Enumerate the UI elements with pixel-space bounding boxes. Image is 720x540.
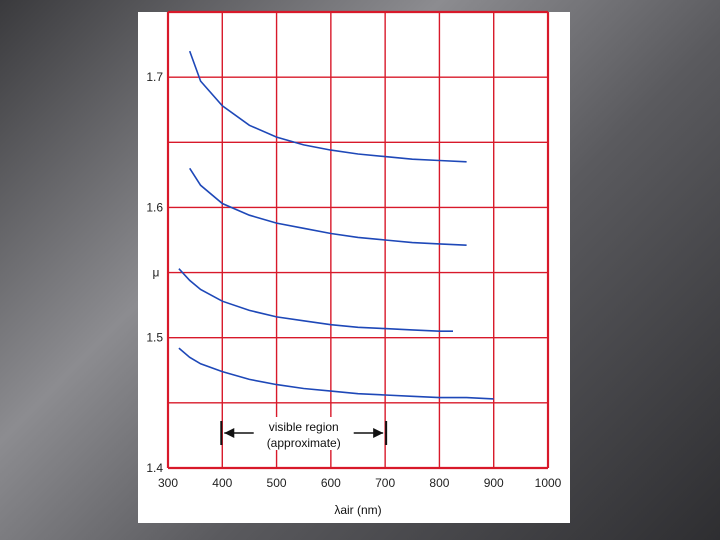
chart-grid	[166, 10, 550, 470]
refractive-index-curve-4	[178, 347, 494, 400]
visible-region-annotation: visible region (approximate)	[220, 417, 388, 450]
annotation-approximate: (approximate)	[267, 436, 341, 450]
x-tick-label: 700	[375, 476, 395, 490]
x-tick-label: 800	[429, 476, 449, 490]
annotation-visible-region: visible region	[269, 420, 339, 434]
y-axis-ticks: 1.4 1.5 1.6 1.7	[146, 70, 163, 475]
x-tick-label: 900	[484, 476, 504, 490]
chart-slide	[138, 12, 570, 523]
chart-curves	[178, 50, 494, 400]
x-tick-label: 600	[321, 476, 341, 490]
arrow-head-left	[224, 428, 235, 438]
y-tick-label: 1.7	[146, 70, 163, 84]
arrow-head-right	[373, 428, 384, 438]
y-axis-label: μ	[153, 266, 160, 280]
y-tick-label: 1.4	[146, 461, 163, 475]
x-tick-label: 300	[158, 476, 178, 490]
x-axis-ticks: 300 400 500 600 700 800 900 1000	[158, 476, 562, 490]
x-tick-label: 1000	[535, 476, 562, 490]
x-axis-label: λair (nm)	[334, 503, 381, 517]
annotation-background	[253, 417, 354, 450]
y-tick-label: 1.5	[146, 331, 163, 345]
y-tick-label: 1.6	[146, 200, 163, 214]
refractive-index-curve-1	[188, 50, 467, 163]
refractive-index-curve-3	[178, 268, 453, 332]
x-tick-label: 400	[212, 476, 232, 490]
x-tick-label: 500	[267, 476, 287, 490]
refractive-index-curve-2	[189, 167, 467, 246]
